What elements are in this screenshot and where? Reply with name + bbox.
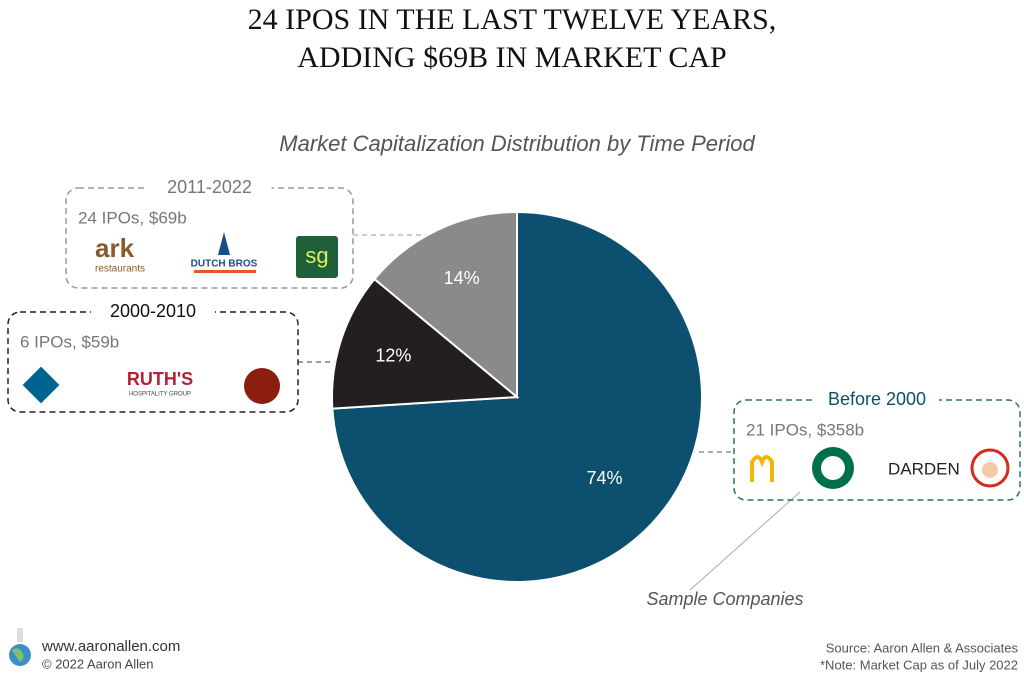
footer-note: *Note: Market Cap as of July 2022 xyxy=(820,657,1018,672)
chart-title-line: 24 IPOS IN THE LAST TWELVE YEARS, xyxy=(248,3,777,36)
callout-title: 2000-2010 xyxy=(110,301,196,321)
footer-website: www.aaronallen.com xyxy=(41,638,180,655)
globe-icon xyxy=(9,628,31,666)
annotation-line xyxy=(689,491,801,591)
logo-ark: ark xyxy=(95,233,135,263)
chart-subtitle: Market Capitalization Distribution by Ti… xyxy=(279,131,755,156)
logo-ruths-sub: HOSPITALITY GROUP xyxy=(129,392,191,398)
chart-title-line: ADDING $69B IN MARKET CAP xyxy=(297,41,726,74)
callout-title-bg xyxy=(815,389,939,411)
annotation: Sample Companies xyxy=(646,589,803,609)
logo-sg-text: sg xyxy=(305,243,328,268)
logo-dominos xyxy=(22,366,60,404)
slice-label: 14% xyxy=(444,268,480,288)
logo-dutch-bros: DUTCH BROS xyxy=(191,259,258,270)
pie-slice xyxy=(373,210,518,400)
footer-source: Source: Aaron Allen & Associates xyxy=(826,640,1019,655)
callout-details: 24 IPOs, $69b xyxy=(78,208,187,227)
logo-ark-sub: restaurants xyxy=(95,264,145,275)
slice-label: 74% xyxy=(586,468,622,488)
logo-mcdonalds xyxy=(750,455,774,482)
callout-box xyxy=(733,399,1021,501)
callout-title: 2011-2022 xyxy=(167,177,252,197)
callout-details: 21 IPOs, $358b xyxy=(746,420,864,439)
footer-copyright: © 2022 Aaron Allen xyxy=(42,656,154,671)
callout-title-bg xyxy=(91,301,215,323)
pie-slice xyxy=(331,277,520,410)
logo-chipotle xyxy=(244,368,280,404)
logo-dutch-bros-stripe xyxy=(194,270,256,273)
callout-details: 6 IPOs, $59b xyxy=(20,332,119,351)
logo-sg xyxy=(296,236,338,278)
logo-starbucks-inner xyxy=(821,456,845,480)
callout-title-bg xyxy=(147,177,272,199)
callout-title: Before 2000 xyxy=(828,389,926,409)
logo-dutch-bros-mill xyxy=(218,232,230,255)
slice-label: 12% xyxy=(375,346,411,366)
logo-wendys-face xyxy=(982,462,998,478)
logo-ruths: RUTH'S xyxy=(127,369,193,389)
logo-darden: DARDEN xyxy=(888,459,960,478)
